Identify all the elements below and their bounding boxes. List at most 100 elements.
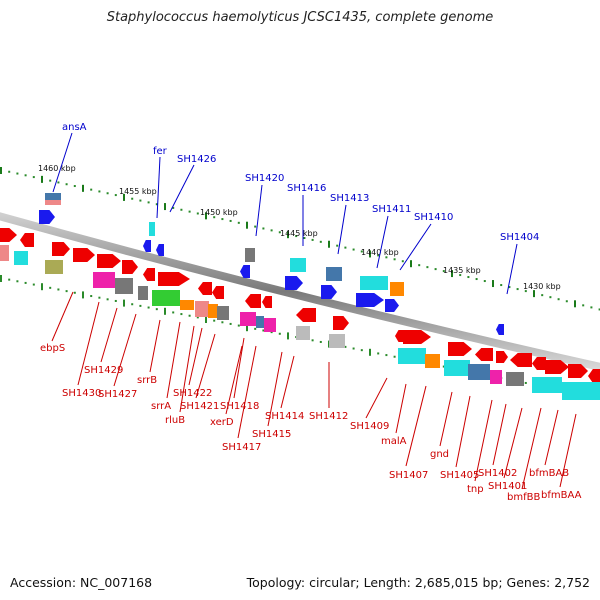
gene-box bbox=[195, 301, 209, 317]
label-SH1412: SH1412 bbox=[309, 411, 348, 422]
label-bmfBB: bmfBB bbox=[507, 492, 540, 503]
scale-tick bbox=[49, 179, 52, 182]
topology-text: Topology: circular; Length: 2,685,015 bp… bbox=[246, 575, 590, 590]
gene-box bbox=[444, 360, 470, 376]
scale-tick bbox=[278, 231, 281, 234]
lower-tick bbox=[393, 355, 396, 358]
label-connector bbox=[455, 395, 471, 468]
label-SH1415: SH1415 bbox=[252, 429, 291, 440]
scale-tick bbox=[90, 188, 93, 191]
label-connector bbox=[149, 319, 161, 373]
scale-label-1430: 1430 kbp bbox=[523, 282, 561, 291]
gene-box bbox=[390, 282, 404, 296]
label-connector bbox=[376, 215, 389, 269]
scale-tick bbox=[213, 216, 216, 219]
gene-box bbox=[14, 251, 28, 265]
lower-tick bbox=[57, 288, 60, 291]
label-ebpS: ebpS bbox=[40, 343, 65, 354]
gene-box bbox=[45, 200, 61, 205]
gene-arrow bbox=[156, 244, 164, 256]
lower-tick bbox=[139, 304, 142, 307]
lower-tick bbox=[221, 321, 224, 324]
lower-tick bbox=[278, 332, 281, 335]
gene-box bbox=[490, 370, 502, 384]
lower-tick bbox=[41, 283, 43, 291]
label-connector bbox=[195, 333, 216, 399]
label-gnd: gnd bbox=[430, 449, 449, 460]
label-connector bbox=[100, 307, 118, 363]
lower-tick bbox=[270, 331, 273, 334]
label-malA: malA bbox=[381, 436, 407, 447]
lower-tick bbox=[205, 316, 207, 323]
scale-tick bbox=[0, 167, 2, 174]
lower-tick bbox=[147, 306, 150, 309]
scale-label-1445: 1445 kbp bbox=[280, 229, 318, 238]
scale-tick bbox=[254, 225, 257, 228]
gene-arrow bbox=[496, 351, 508, 363]
scale-tick bbox=[328, 240, 330, 248]
scale-tick bbox=[516, 288, 519, 291]
label-SH1414: SH1414 bbox=[265, 411, 304, 422]
gene-arrow bbox=[475, 348, 493, 361]
label-connector bbox=[166, 321, 181, 399]
gene-box bbox=[115, 278, 133, 294]
gene-arrow bbox=[588, 369, 600, 383]
scale-tick bbox=[459, 274, 462, 277]
scale-tick bbox=[418, 264, 421, 267]
label-SH1407: SH1407 bbox=[389, 470, 428, 481]
label-connector bbox=[51, 291, 74, 342]
label-xerD: xerD bbox=[210, 417, 234, 428]
gene-arrow bbox=[321, 285, 337, 299]
gene-box bbox=[264, 318, 276, 332]
scale-tick bbox=[385, 256, 388, 259]
scale-tick bbox=[147, 201, 150, 204]
scale-tick bbox=[131, 197, 134, 200]
gene-arrow bbox=[122, 260, 138, 274]
label-lines bbox=[51, 132, 577, 490]
gene-arrow bbox=[73, 248, 95, 262]
scale-tick bbox=[492, 280, 494, 288]
scale-tick bbox=[524, 290, 527, 293]
gene-features bbox=[0, 193, 600, 400]
lower-tick bbox=[213, 319, 216, 322]
label-connector bbox=[399, 223, 432, 271]
label-connector bbox=[395, 383, 407, 434]
accession-text: Accession: NC_007168 bbox=[10, 575, 153, 590]
scale-tick bbox=[590, 306, 593, 309]
gene-box bbox=[398, 348, 426, 364]
label-connector bbox=[337, 204, 347, 255]
lower-tick bbox=[8, 278, 11, 281]
scale-tick bbox=[369, 250, 371, 258]
lower-tick bbox=[196, 316, 199, 319]
label-connector bbox=[503, 407, 523, 479]
lower-tick bbox=[524, 381, 527, 384]
lower-tick bbox=[287, 332, 289, 340]
scale-tick bbox=[180, 208, 183, 211]
label-connector bbox=[267, 351, 283, 427]
scale-label-1450: 1450 kbp bbox=[200, 208, 238, 217]
gene-box bbox=[532, 377, 562, 393]
label-connector bbox=[474, 399, 493, 482]
scale-tick bbox=[123, 193, 125, 201]
label-connector bbox=[439, 391, 453, 447]
scale-tick bbox=[582, 304, 585, 307]
lower-tick bbox=[188, 314, 191, 317]
label-connector bbox=[179, 325, 195, 413]
lower-tick bbox=[90, 295, 93, 298]
scale-tick bbox=[82, 184, 84, 192]
label-SH1413: SH1413 bbox=[330, 193, 369, 204]
label-connector bbox=[225, 345, 243, 415]
gene-box bbox=[0, 245, 9, 261]
gene-arrow bbox=[395, 330, 405, 342]
label-SH1426: SH1426 bbox=[177, 154, 216, 165]
lower-tick bbox=[65, 290, 68, 293]
label-bfmBAB: bfmBAB bbox=[529, 468, 569, 479]
gene-box bbox=[180, 300, 194, 310]
gene-arrow bbox=[296, 308, 316, 322]
gene-box bbox=[217, 306, 229, 320]
gene-arrow bbox=[568, 364, 588, 378]
top-gene-labels: ansA fer SH1426 SH1420 SH1416 SH1413 SH1… bbox=[62, 122, 539, 243]
gene-arrow bbox=[262, 296, 272, 308]
label-fer: fer bbox=[153, 146, 168, 157]
